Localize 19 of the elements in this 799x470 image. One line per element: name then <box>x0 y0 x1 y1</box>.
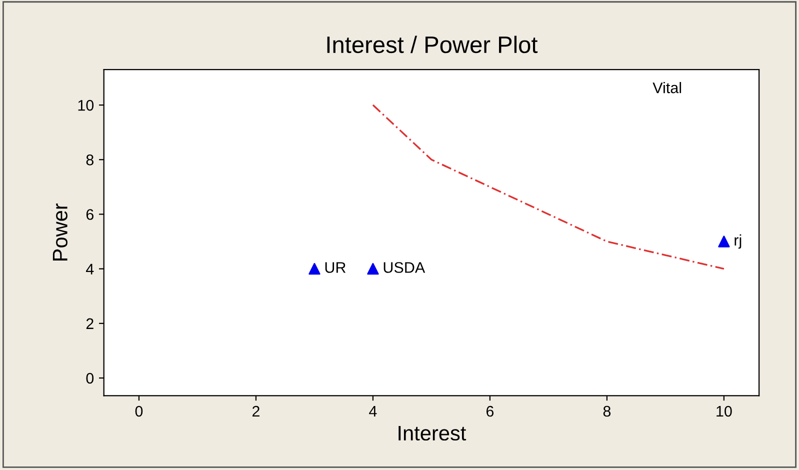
annotation: UR <box>325 262 346 273</box>
annotation: Vital <box>652 82 682 94</box>
y-tick-label: 4 <box>86 264 94 274</box>
y-tick-label: 6 <box>86 209 94 220</box>
y-axis-title: Power <box>52 203 68 260</box>
x-tick-label: 4 <box>369 406 377 417</box>
y-tick-label: 8 <box>86 154 94 166</box>
x-tick-label: 2 <box>252 406 260 417</box>
x-tick-label: 10 <box>716 406 732 417</box>
y-tick-label: 10 <box>78 100 94 111</box>
x-tick-label: 8 <box>603 406 611 417</box>
x-tick-label: 0 <box>135 406 143 417</box>
x-axis-title: Interest <box>398 426 466 441</box>
y-tick-label: 2 <box>86 318 94 329</box>
y-tick-label: 0 <box>86 372 94 384</box>
annotation: rj <box>734 234 742 249</box>
x-tick-label: 6 <box>486 406 494 417</box>
annotation: USDA <box>384 262 426 273</box>
chart-title: Interest / Power Plot <box>327 36 538 54</box>
